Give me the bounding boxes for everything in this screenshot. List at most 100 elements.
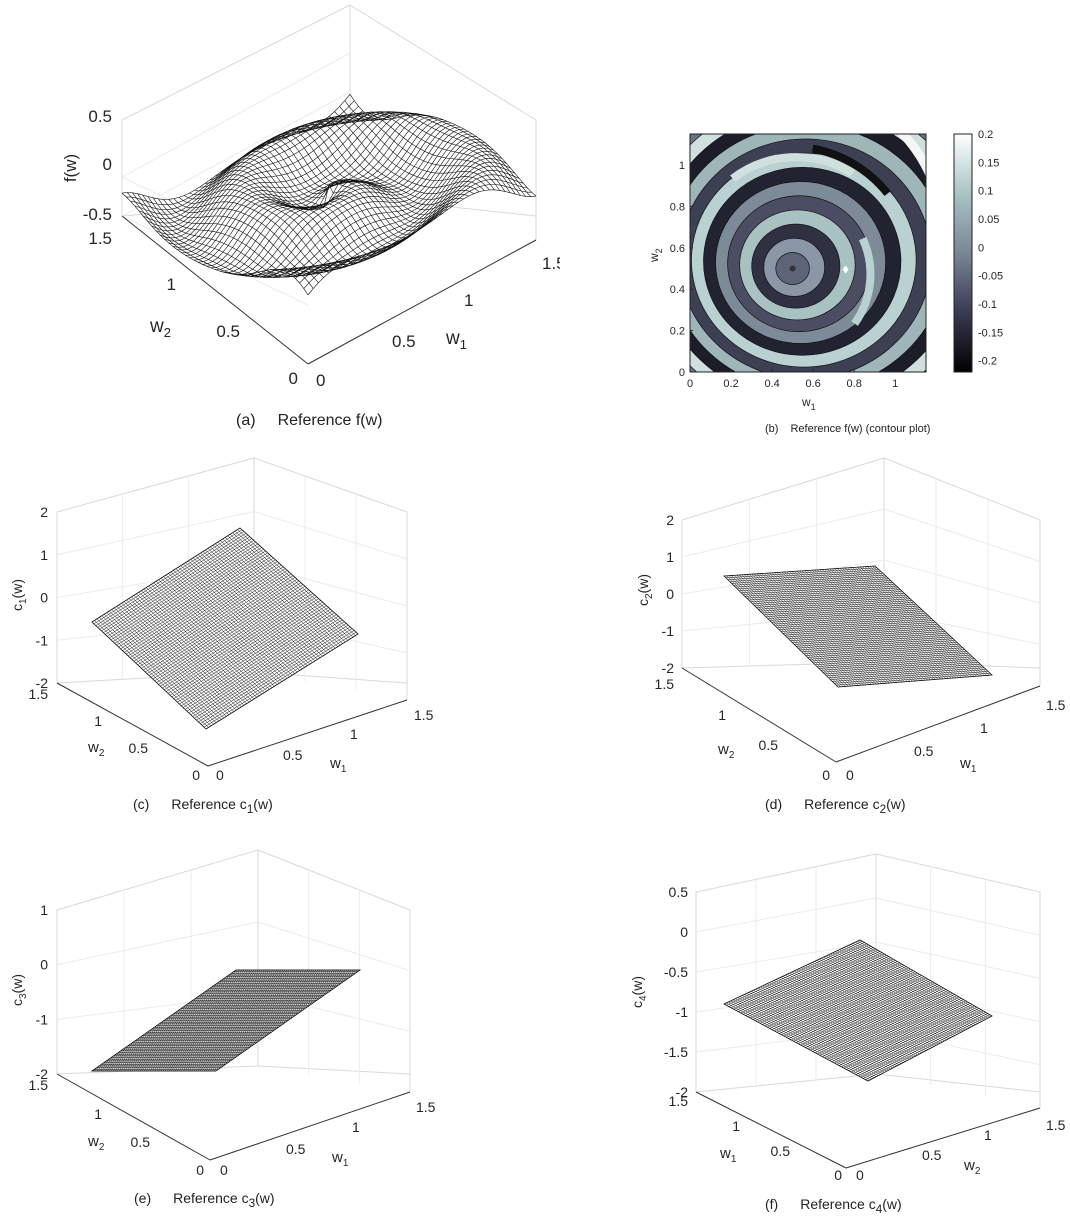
contour-ridge [851, 236, 875, 326]
mesh-line [237, 529, 356, 636]
z-tick-label: -2 [36, 1066, 49, 1082]
w2-tick-label: 0 [289, 369, 298, 388]
mesh-line [203, 969, 348, 1072]
mesh-line [843, 1003, 971, 1069]
mesh-line [850, 944, 984, 1021]
grid-line [695, 897, 877, 933]
mesh-line-w1 [193, 113, 422, 261]
panel-d-surface: 2 1 0 -1 -2 c2(w) 1.5 1 0.5 0 0 0.5 1 1.5 w2… [635, 457, 1066, 783]
axes-grid [121, 52, 351, 306]
mesh-line [227, 535, 346, 643]
mesh-line-w1 [151, 116, 380, 232]
mesh-line-w1 [202, 115, 431, 265]
z-tick-label: -1 [662, 623, 675, 639]
contour-ridge [730, 153, 855, 182]
mesh-line-w1 [181, 111, 410, 254]
w1-tick-label: 0.5 [286, 1141, 306, 1157]
mesh-line-w1 [214, 119, 444, 270]
mesh-line [222, 538, 341, 646]
caption-a: (a) Reference f(w) [236, 412, 383, 429]
caption-b: (b) Reference f(w) (contour plot) [765, 423, 931, 435]
panel-e-surface: 10-1-2 c3(w) 1.5 1 0.5 0 0 0.5 1 1.5 w2 … [9, 849, 436, 1178]
mesh-line [824, 662, 979, 675]
grid-line [681, 508, 885, 558]
mesh-line-w2 [323, 111, 511, 193]
mesh-line [205, 969, 350, 1072]
mesh-line [201, 969, 346, 1072]
y-tick-label: 0.8 [670, 201, 685, 213]
w2-axis-label: w2 [717, 741, 735, 761]
w1-tick-label: 0 [220, 1162, 228, 1178]
w2-tick-label: 0.5 [131, 1134, 151, 1150]
w1-tick-label: 1 [732, 1118, 740, 1134]
colorbar-tick-label: -0.2 [978, 356, 997, 368]
z-tick-label: 0 [40, 590, 48, 606]
w2-tick-label: 1.5 [88, 229, 112, 248]
caption-e: (e) Reference c3(w) [134, 1190, 275, 1210]
y-tick-label: 0.4 [670, 284, 685, 296]
mesh-line-w2 [313, 113, 500, 191]
plane-mesh [91, 527, 359, 730]
z-tick-label: -2 [676, 1084, 689, 1100]
grid-line [875, 897, 1041, 936]
w2-tick-label: 0 [822, 767, 830, 783]
mesh-line-w2 [261, 133, 448, 224]
w1-tick-label: 0 [846, 767, 854, 783]
mesh-line [846, 1004, 973, 1070]
mesh-line [841, 948, 976, 1025]
contour-bands [690, 134, 926, 372]
mesh-line-w1 [185, 111, 414, 256]
mesh-line-w1 [189, 112, 418, 258]
contour-frame [689, 133, 927, 373]
mesh-line [844, 947, 978, 1024]
w1-tick-labels: 0 0.5 1 1.5 [220, 1099, 436, 1178]
w1-tick-labels: 0 0.5 1 1.5 [216, 707, 434, 783]
mesh-line [853, 1008, 979, 1074]
caption-d: (d) Reference c2(w) [765, 796, 906, 816]
z-tick-labels: 2 1 0 -1 -2 [36, 504, 49, 691]
mesh-line [820, 658, 975, 671]
w1-tick-label: 1.5 [1046, 697, 1066, 713]
axes-grid [681, 478, 1041, 678]
grid-line [253, 511, 408, 560]
y-tick-label: 0.2 [670, 326, 685, 338]
w2-axis-label: w2 [963, 1157, 981, 1177]
mesh-line [192, 621, 345, 717]
mesh-line [859, 939, 993, 1017]
w2-axis-label: w2 [149, 316, 171, 340]
z-axis-label: c3(w) [9, 974, 29, 1006]
colorbar-tick-label: 0.1 [978, 186, 993, 198]
z-tick-label: 0.5 [88, 107, 112, 126]
mesh-line [851, 1006, 977, 1073]
mesh-line [202, 630, 355, 726]
plane-mesh [723, 565, 993, 688]
mesh-line [217, 541, 336, 649]
mesh-line [186, 616, 339, 712]
mesh-line [211, 969, 357, 1072]
grid-line [121, 176, 309, 267]
w2-tick-labels: 0 0.5 1 1.5 [856, 1117, 1066, 1183]
z-tick-labels: 0.5 0 -0.5 -1 -1.5 -2 [664, 884, 688, 1100]
colorbar-tick-label: 0.05 [978, 214, 999, 226]
w1-tick-label: 1 [980, 720, 988, 736]
mesh-line [858, 1010, 984, 1077]
mesh-line [867, 566, 985, 676]
mesh-line-w2 [277, 125, 464, 211]
grid-line [56, 921, 259, 966]
z-axis-label: c1(w) [9, 579, 29, 611]
w1-tick-label: 1 [350, 726, 358, 742]
mesh-line-w2 [344, 100, 532, 197]
z-tick-label: 1 [666, 549, 674, 565]
mesh-line [874, 565, 993, 676]
mesh-line [209, 969, 354, 1072]
w2-axis-label: w2 [87, 1133, 105, 1153]
grid-line [883, 508, 1041, 562]
y-tick-label: 0.6 [670, 243, 685, 255]
w1-axis-label: w1 [331, 1149, 349, 1169]
mesh-line-w1 [286, 165, 516, 273]
mesh-line [199, 969, 344, 1072]
w1-tick-label: 1.5 [669, 1093, 689, 1109]
axis-lines [681, 667, 1041, 763]
w1-tick-label: 0.5 [392, 332, 416, 351]
x-axis-label: w1 [801, 395, 816, 412]
